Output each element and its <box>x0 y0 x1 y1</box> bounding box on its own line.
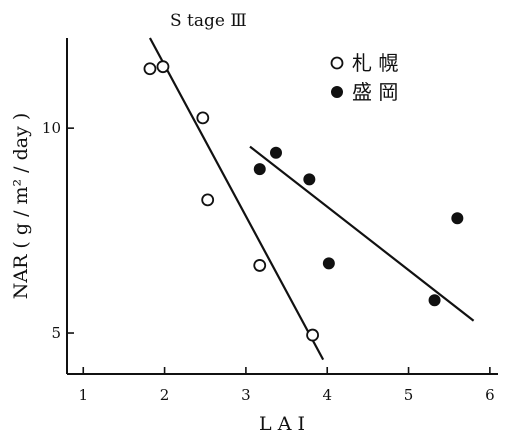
legend-marker-morioka <box>331 86 343 98</box>
point-series-1-1 <box>269 146 282 159</box>
x-tick-label-5: 5 <box>404 386 414 404</box>
trend-line-series-1 <box>249 145 475 322</box>
x-axis-title: L A I <box>259 413 305 435</box>
legend-label-morioka: 盛 岡 <box>352 80 398 104</box>
chart-title: S tage Ⅲ <box>170 11 247 31</box>
x-tick-label-2: 2 <box>160 386 170 404</box>
point-series-0-4 <box>253 259 267 272</box>
x-axis-ticks: 1 2 3 4 5 6 <box>78 367 495 404</box>
x-tick-label-3: 3 <box>241 386 251 404</box>
point-series-1-3 <box>322 257 335 270</box>
y-tick-label-10: 10 <box>42 119 61 137</box>
y-axis-title: NAR ( g / m² / day ) <box>10 113 32 300</box>
point-series-0-1 <box>156 60 170 74</box>
point-series-1-2 <box>303 173 316 186</box>
trend-line-series-0 <box>148 37 325 361</box>
x-tick-label-4: 4 <box>322 386 332 404</box>
legend-marker-sapporo <box>330 56 344 70</box>
trend-lines <box>148 37 475 361</box>
y-axis-ticks: 5 10 <box>42 119 74 342</box>
data-points <box>143 60 464 342</box>
x-tick-label-1: 1 <box>78 386 88 404</box>
legend: 札 幌 盛 岡 <box>330 51 398 104</box>
x-tick-label-6: 6 <box>485 386 495 404</box>
point-series-0-5 <box>306 328 319 342</box>
point-series-1-5 <box>451 212 464 225</box>
point-series-0-0 <box>143 62 157 76</box>
legend-label-sapporo: 札 幌 <box>352 51 398 75</box>
y-tick-label-5: 5 <box>51 324 61 342</box>
point-series-1-0 <box>253 163 266 176</box>
point-series-0-3 <box>201 193 215 207</box>
point-series-0-2 <box>196 111 210 125</box>
point-series-1-4 <box>428 294 441 307</box>
